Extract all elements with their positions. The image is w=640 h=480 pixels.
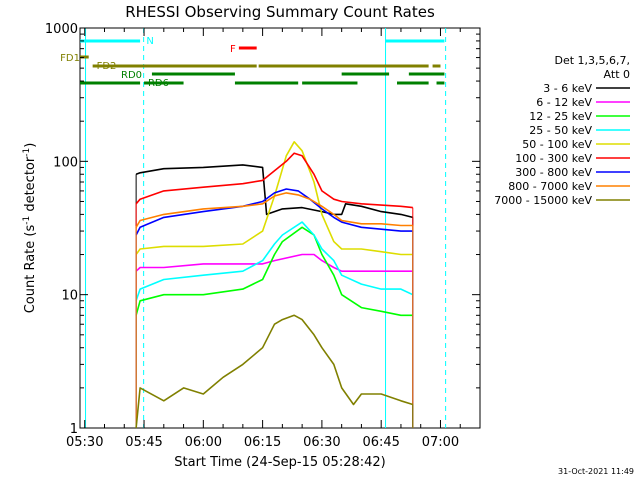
x-tick-label: 07:00: [422, 435, 459, 450]
y-axis-label: Count Rate (s-1 detector-1): [22, 143, 38, 314]
legend-label-800-7000-kev: 800 - 7000 keV: [508, 180, 592, 193]
legend-label-6-12-kev: 6 - 12 keV: [536, 96, 592, 109]
status-bar-label-fd2: FD2: [97, 61, 117, 72]
status-bar-label-rd0: RD0: [121, 70, 142, 81]
observing-status-bars: N F FD1 FD2 RD0 RD6: [60, 36, 445, 89]
legend-label-50-100-kev: 50 - 100 keV: [522, 138, 592, 151]
vertical-markers: [85, 28, 447, 428]
status-bar-label-f: F: [230, 44, 236, 55]
series-line-50-100-kev: [135, 141, 413, 256]
count-rate-series: [135, 141, 414, 429]
axes: 05:30 05:45 06:00 06:15 06:30 06:45 07:00 1 10 10…: [45, 22, 480, 450]
series-line-6-12-kev: [135, 253, 413, 273]
series-line-100-300-kev: [135, 152, 413, 209]
series-line-800-7000-kev: [135, 192, 413, 228]
legend-label-25-50-kev: 25 - 50 keV: [529, 124, 592, 137]
legend-label-100-300-kev: 100 - 300 keV: [515, 152, 592, 165]
x-tick-label: 06:15: [244, 435, 281, 450]
status-bar-label-fd1: FD1: [60, 53, 80, 64]
legend-header-attenuator: Att 0: [604, 68, 630, 81]
legend-header-detectors: Det 1,3,5,6,7,: [554, 54, 630, 67]
chart-title: RHESSI Observing Summary Count Rates: [125, 3, 435, 21]
status-bar-label-rd6: RD6: [148, 78, 169, 89]
legend-label-12-25-kev: 12 - 25 keV: [529, 110, 592, 123]
x-axis-label: Start Time (24-Sep-15 05:28:42): [174, 455, 385, 470]
y-tick-label: 1000: [45, 22, 78, 37]
series-line-300-800-kev: [135, 188, 413, 236]
x-tick-label: 06:45: [362, 435, 399, 450]
x-tick-label: 05:45: [125, 435, 162, 450]
series-line-3-6-kev: [135, 164, 413, 219]
y-tick-label: 10: [61, 289, 78, 304]
series-line-7000-15000-kev: [135, 314, 414, 429]
series-line-25-50-kev: [135, 221, 414, 302]
x-tick-label: 06:30: [303, 435, 340, 450]
legend-label-300-800-kev: 300 - 800 keV: [515, 166, 592, 179]
y-tick-label: 100: [53, 155, 78, 170]
plot-frame: [79, 27, 481, 429]
legend-label-3-6-kev: 3 - 6 keV: [543, 82, 592, 95]
y-tick-label: 1: [70, 422, 78, 437]
legend-label-7000-15000-kev: 7000 - 15000 keV: [494, 194, 592, 207]
x-tick-label: 06:00: [185, 435, 222, 450]
footer-timestamp: 31-Oct-2021 11:49: [558, 467, 634, 476]
x-tick-label: 05:30: [66, 435, 103, 450]
series-line-12-25-kev: [135, 226, 413, 317]
status-bar-label-n: N: [146, 36, 153, 47]
